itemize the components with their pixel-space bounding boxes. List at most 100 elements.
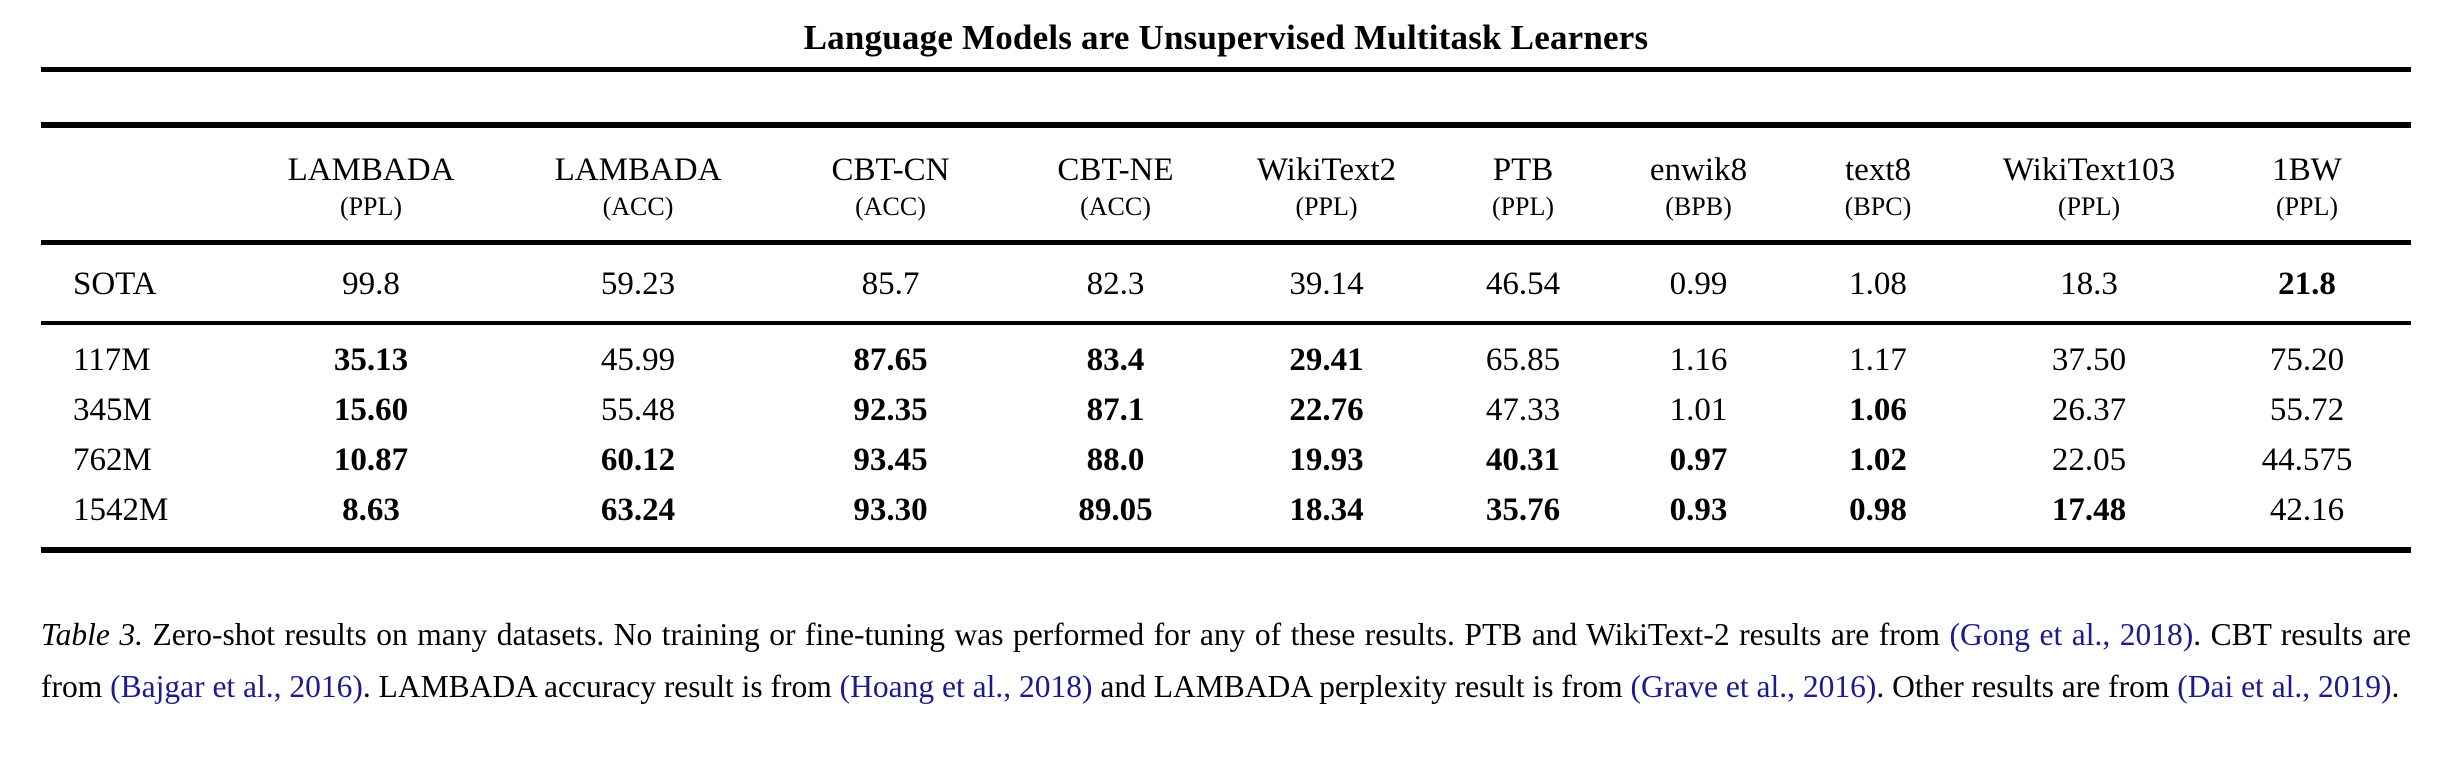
cell-sota-wikitext103-8: 18.3 xyxy=(2060,266,2118,302)
column-header-enwik8-6: enwik8 xyxy=(1649,152,1748,188)
cell-1542m-1bw-9: 42.16 xyxy=(2269,492,2345,528)
header-corner-metric xyxy=(41,190,239,243)
results-table: LAMBADA LAMBADA CBT-CN CBT-NE WikiText2 PTB en… xyxy=(41,122,2411,553)
citation-link-4[interactable]: (Bajgar et al., 2016) xyxy=(110,669,363,704)
column-header-lambada-0: LAMBADA xyxy=(287,152,455,188)
row-label-762m: 762M xyxy=(73,442,152,478)
table-row-1542m: 1542M 8.63 63.24 93.30 89.05 18.34 35.76 0.93 0.… xyxy=(41,485,2411,550)
cell-762m-1bw-9: 44.575 xyxy=(2261,442,2353,478)
cell-1542m-lambada-0: 8.63 xyxy=(342,492,400,528)
column-metric-wikitext103-8: (PPL) xyxy=(2057,192,2121,221)
cell-1542m-cbt-cn-2: 93.30 xyxy=(853,492,928,528)
caption-text-3: . CBT results are from xyxy=(41,617,2411,704)
column-header-wikitext103-8: WikiText103 xyxy=(2002,152,2176,188)
cell-345m-1bw-9: 55.72 xyxy=(2269,392,2345,428)
column-metric-lambada-1: (ACC) xyxy=(602,192,674,221)
column-metric-cbt-ne-3: (ACC) xyxy=(1080,192,1151,221)
cell-117m-text8-7: 1.17 xyxy=(1849,342,1907,378)
cell-117m-cbt-ne-3: 83.4 xyxy=(1086,342,1145,378)
cell-762m-wikitext103-8: 22.05 xyxy=(2051,442,2127,478)
cell-345m-cbt-ne-3: 87.1 xyxy=(1086,392,1145,428)
citation-link-10[interactable]: (Dai et al., 2019) xyxy=(2177,669,2392,704)
cell-762m-enwik8-6: 0.97 xyxy=(1669,442,1728,478)
cell-117m-ptb-5: 65.85 xyxy=(1485,342,1561,378)
caption-text-7: and LAMBADA perplexity result is from xyxy=(1092,669,1631,704)
cell-762m-cbt-ne-3: 88.0 xyxy=(1086,442,1145,478)
model-rows-group: 117M 35.13 45.99 87.65 83.4 29.41 65.85 1.16 1.1… xyxy=(41,323,2411,550)
caption-text-1: Zero-shot results on many datasets. No t… xyxy=(143,617,1950,652)
cell-117m-wikitext103-8: 37.50 xyxy=(2051,342,2127,378)
column-metric-cbt-cn-2: (ACC) xyxy=(855,192,926,221)
cell-sota-1bw-9: 21.8 xyxy=(2278,266,2336,302)
column-header-cbt-cn-2: CBT-CN xyxy=(831,152,950,188)
table-row-762m: 762M 10.87 60.12 93.45 88.0 19.93 40.31 0.97 1.0… xyxy=(41,435,2411,485)
cell-117m-wikitext2-4: 29.41 xyxy=(1289,342,1364,378)
sota-row-group: SOTA 99.8 59.23 85.7 82.3 39.14 46.54 0.99 1.08 1… xyxy=(41,243,2411,324)
cell-1542m-wikitext103-8: 17.48 xyxy=(2051,492,2127,528)
column-header-ptb-5: PTB xyxy=(1492,152,1554,188)
cell-345m-ptb-5: 47.33 xyxy=(1485,392,1561,428)
column-header-1bw-9: 1BW xyxy=(2272,152,2342,188)
caption-label: Table 3. xyxy=(41,617,143,652)
citation-link-2[interactable]: (Gong et al., 2018) xyxy=(1949,617,2194,652)
cell-sota-lambada-0: 99.8 xyxy=(342,266,400,302)
header-dataset-row: LAMBADA LAMBADA CBT-CN CBT-NE WikiText2 PTB en… xyxy=(41,125,2411,190)
cell-345m-wikitext103-8: 26.37 xyxy=(2051,392,2127,428)
cell-762m-lambada-0: 10.87 xyxy=(333,442,409,478)
row-label-sota: SOTA xyxy=(73,266,157,302)
caption-text-5: . LAMBADA accuracy result is from xyxy=(362,669,840,704)
cell-1542m-text8-7: 0.98 xyxy=(1849,492,1907,528)
cell-1542m-wikitext2-4: 18.34 xyxy=(1289,492,1364,528)
column-header-cbt-ne-3: CBT-NE xyxy=(1057,152,1174,188)
cell-762m-lambada-1: 60.12 xyxy=(600,442,676,478)
cell-sota-ptb-5: 46.54 xyxy=(1485,266,1561,302)
cell-117m-enwik8-6: 1.16 xyxy=(1669,342,1728,378)
cell-345m-wikitext2-4: 22.76 xyxy=(1289,392,1364,428)
column-metric-ptb-5: (PPL) xyxy=(1491,192,1555,221)
cell-762m-wikitext2-4: 19.93 xyxy=(1289,442,1364,478)
cell-117m-lambada-0: 35.13 xyxy=(333,342,409,378)
header-metric-row: (PPL) (ACC) (ACC) (ACC) (PPL) (PPL) (BPB) (BPC)… xyxy=(41,190,2411,243)
cell-sota-cbt-ne-3: 82.3 xyxy=(1086,266,1145,302)
table-caption: Table 3. Zero-shot results on many datas… xyxy=(41,609,2411,713)
cell-117m-cbt-cn-2: 87.65 xyxy=(853,342,928,378)
cell-762m-cbt-cn-2: 93.45 xyxy=(853,442,928,478)
cell-345m-lambada-1: 55.48 xyxy=(600,392,676,428)
cell-762m-text8-7: 1.02 xyxy=(1849,442,1907,478)
table-header: LAMBADA LAMBADA CBT-CN CBT-NE WikiText2 PTB en… xyxy=(41,125,2411,243)
table-row-345m: 345M 15.60 55.48 92.35 87.1 22.76 47.33 1.01 1.0… xyxy=(41,385,2411,435)
cell-1542m-cbt-ne-3: 89.05 xyxy=(1078,492,1153,528)
paper-title: Language Models are Unsupervised Multita… xyxy=(803,18,1649,57)
row-label-117m: 117M xyxy=(73,342,151,378)
caption-text-11: . xyxy=(2391,669,2400,704)
table-row-sota: SOTA 99.8 59.23 85.7 82.3 39.14 46.54 0.99 1.08 1… xyxy=(41,243,2411,324)
cell-345m-text8-7: 1.06 xyxy=(1849,392,1907,428)
cell-1542m-enwik8-6: 0.93 xyxy=(1669,492,1728,528)
column-metric-enwik8-6: (BPB) xyxy=(1665,192,1732,221)
cell-762m-ptb-5: 40.31 xyxy=(1485,442,1561,478)
row-label-345m: 345M xyxy=(73,392,152,428)
caption-text-9: . Other results are from xyxy=(1876,669,2178,704)
header-corner xyxy=(41,125,239,190)
title-rule xyxy=(41,67,2411,72)
column-header-text8-7: text8 xyxy=(1845,152,1911,188)
column-metric-wikitext2-4: (PPL) xyxy=(1295,192,1358,221)
cell-1542m-ptb-5: 35.76 xyxy=(1485,492,1561,528)
cell-sota-lambada-1: 59.23 xyxy=(600,266,676,302)
column-metric-lambada-0: (PPL) xyxy=(339,192,403,221)
column-header-lambada-1: LAMBADA xyxy=(554,152,722,188)
cell-117m-lambada-1: 45.99 xyxy=(600,342,676,378)
column-metric-text8-7: (BPC) xyxy=(1844,192,1912,221)
cell-sota-text8-7: 1.08 xyxy=(1849,266,1907,302)
citation-link-8[interactable]: (Grave et al., 2016) xyxy=(1630,669,1877,704)
cell-345m-enwik8-6: 1.01 xyxy=(1669,392,1728,428)
row-label-1542m: 1542M xyxy=(73,492,169,528)
table-row-117m: 117M 35.13 45.99 87.65 83.4 29.41 65.85 1.16 1.1… xyxy=(41,323,2411,385)
citation-link-6[interactable]: (Hoang et al., 2018) xyxy=(839,669,1093,704)
cell-sota-enwik8-6: 0.99 xyxy=(1669,266,1728,302)
cell-sota-wikitext2-4: 39.14 xyxy=(1289,266,1364,302)
cell-117m-1bw-9: 75.20 xyxy=(2269,342,2345,378)
cell-sota-cbt-cn-2: 85.7 xyxy=(861,266,920,302)
cell-345m-cbt-cn-2: 92.35 xyxy=(853,392,928,428)
